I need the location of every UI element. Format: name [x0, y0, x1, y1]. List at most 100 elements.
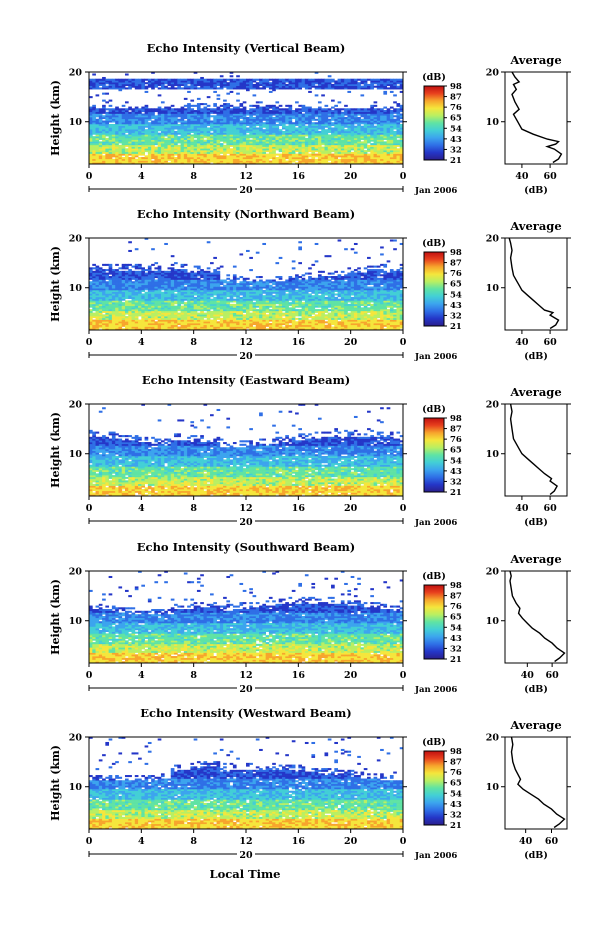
heatmap-cell: [98, 153, 103, 156]
heatmap-cell: [291, 312, 296, 315]
heatmap-cell: [272, 132, 276, 135]
heatmap-cell: [350, 160, 355, 163]
heatmap-cell: [340, 117, 345, 120]
heatmap-cell: [183, 130, 188, 133]
heatmap-cell: [363, 127, 368, 130]
heatmap-cell: [170, 146, 175, 149]
heatmap-cell: [311, 310, 316, 313]
heatmap-cell: [259, 117, 263, 120]
heatmap-cell: [347, 125, 352, 128]
heatmap-cell: [249, 78, 253, 81]
heatmap-cell: [304, 307, 309, 310]
heatmap-cell: [399, 153, 404, 156]
heatmap-cell: [160, 153, 165, 156]
heatmap-cell: [393, 123, 397, 127]
heatmap-cell: [183, 127, 188, 130]
heatmap-cell: [386, 125, 391, 128]
heatmap-cell: [298, 113, 302, 116]
heatmap-cell: [226, 323, 231, 326]
heatmap-cell: [275, 307, 280, 310]
heatmap-cell: [167, 123, 172, 127]
heatmap-cell: [249, 108, 253, 111]
heatmap-cell: [118, 125, 123, 128]
heatmap-cell: [295, 129, 299, 132]
heatmap-cell: [304, 317, 309, 320]
heatmap-cell: [128, 323, 132, 326]
heatmap-cell: [92, 122, 96, 125]
heatmap-cell: [239, 137, 244, 140]
heatmap-cell: [98, 146, 103, 149]
heatmap-cell: [210, 151, 214, 154]
heatmap-cell: [396, 150, 401, 153]
heatmap-cell: [196, 305, 201, 308]
heatmap-cell: [121, 305, 126, 308]
heatmap-cell: [147, 160, 152, 163]
heatmap-cell: [174, 160, 178, 163]
heatmap-cell: [229, 71, 234, 74]
heatmap-cell: [174, 87, 178, 90]
heatmap-cell: [301, 118, 306, 121]
heatmap-cell: [376, 153, 381, 156]
heatmap-cell: [255, 87, 260, 90]
heatmap-cell: [262, 324, 267, 327]
heatmap-cell: [187, 82, 191, 85]
heatmap-cell: [334, 113, 338, 116]
heatmap-cell: [196, 117, 201, 120]
heatmap-cell: [255, 136, 260, 139]
heatmap-cell: [216, 153, 221, 156]
heatmap-cell: [308, 153, 312, 156]
heatmap-cell: [298, 104, 302, 107]
heatmap-cell: [124, 157, 129, 160]
heatmap-cell: [285, 157, 289, 160]
heatmap-cell: [357, 108, 361, 111]
heatmap-cell: [291, 130, 296, 133]
heatmap-cell: [367, 78, 371, 81]
heatmap-cell: [223, 305, 227, 308]
heatmap-cell: [131, 150, 136, 153]
heatmap-cell: [141, 120, 145, 123]
heatmap-cell: [157, 316, 162, 319]
heatmap-cell: [265, 122, 270, 125]
heatmap-cell: [393, 323, 397, 326]
heatmap-cell: [160, 139, 165, 142]
heatmap-cell: [380, 307, 384, 310]
heatmap-cell: [124, 113, 129, 116]
heatmap-cell: [131, 153, 136, 156]
heatmap-cell: [373, 115, 378, 118]
heatmap-cell: [170, 82, 175, 85]
heatmap-cell: [151, 148, 155, 151]
heatmap-cell: [334, 134, 338, 137]
x-tick-label: 20: [344, 171, 358, 182]
heatmap-cell: [363, 323, 368, 326]
heatmap-cell: [278, 83, 283, 86]
heatmap-cell: [170, 134, 175, 137]
heatmap-cell: [232, 307, 237, 310]
heatmap-cell: [187, 146, 191, 149]
heatmap-cell: [206, 113, 211, 116]
heatmap-cell: [393, 125, 397, 128]
heatmap-cell: [219, 326, 224, 329]
heatmap-cell: [278, 80, 283, 83]
heatmap-cell: [242, 150, 247, 153]
heatmap-cell: [177, 129, 181, 132]
heatmap-cell: [301, 130, 306, 133]
heatmap-cell: [98, 108, 103, 111]
heatmap-cell: [108, 85, 113, 88]
heatmap-cell: [288, 127, 293, 130]
heatmap-cell: [370, 309, 374, 312]
heatmap-cell: [115, 139, 119, 142]
heatmap-cell: [190, 115, 195, 118]
heatmap-cell: [386, 110, 391, 113]
heatmap-cell: [170, 328, 175, 331]
heatmap-cell: [115, 312, 119, 315]
heatmap-cell: [399, 326, 404, 329]
heatmap-cell: [350, 328, 355, 331]
heatmap-cell: [203, 110, 208, 113]
heatmap-cell: [213, 316, 217, 319]
heatmap-cell: [151, 115, 155, 118]
heatmap-cell: [124, 317, 129, 320]
heatmap-cell: [223, 110, 227, 113]
heatmap-cell: [134, 303, 139, 306]
heatmap-cell: [223, 326, 227, 329]
heatmap-cell: [337, 118, 342, 121]
